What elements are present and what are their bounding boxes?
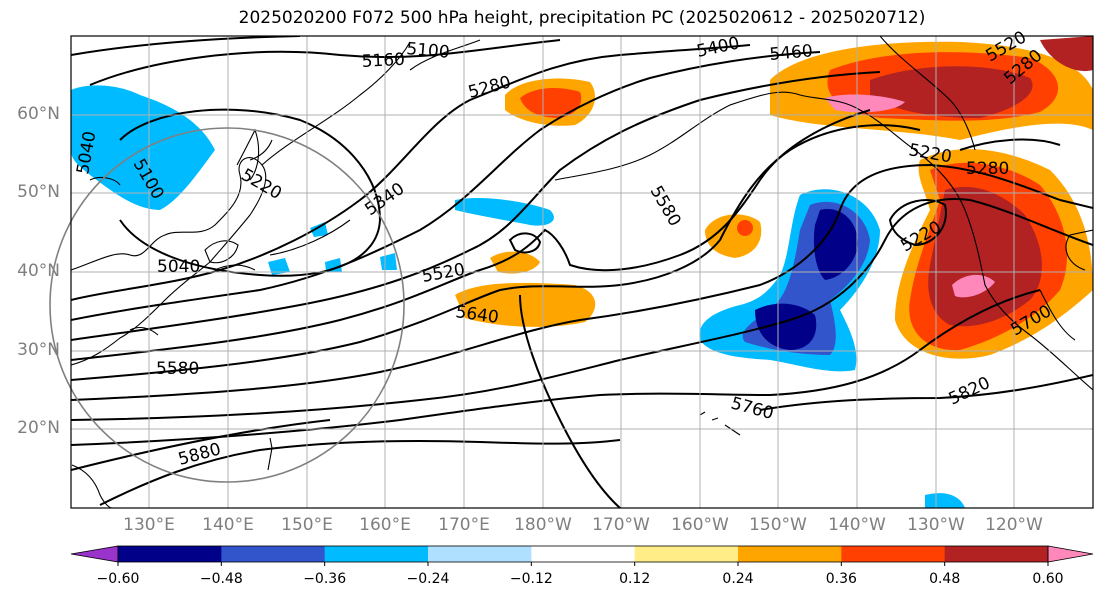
colorbar-cell (944, 546, 1049, 562)
latitude-label: 30°N (17, 340, 60, 360)
contour-label: 5460 (769, 41, 814, 65)
longitude-label: 170°E (438, 515, 490, 535)
longitude-label: 120°W (985, 515, 1043, 535)
contour-label: 5100 (406, 39, 451, 63)
colorbar-cell (531, 546, 636, 562)
colorbar-extension-high (1047, 545, 1094, 563)
height-contours (71, 36, 1093, 508)
longitude-label: 140°E (202, 515, 254, 535)
latitude-label: 60°N (17, 104, 60, 124)
longitude-label: 160°W (671, 515, 729, 535)
contour-label: 5580 (156, 359, 199, 379)
highlight-circle (49, 127, 405, 483)
contour-label: 5280 (966, 159, 1009, 179)
colorbar-extension-low (70, 545, 119, 563)
colorbar-tick-label: 0.48 (929, 571, 961, 587)
longitude-label: 150°E (281, 515, 333, 535)
chart-title: 2025020200 F072 500 hPa height, precipit… (238, 8, 926, 28)
precipitation-shading (71, 36, 1093, 508)
longitude-label: 140°W (828, 515, 886, 535)
colorbar-frame (117, 545, 1049, 563)
colorbar-tick-label: −0.12 (509, 571, 553, 587)
colorbar-cell (118, 546, 222, 562)
longitude-label: 150°W (749, 515, 807, 535)
latitude-label: 20°N (17, 418, 60, 438)
longitude-label: 130°E (123, 515, 175, 535)
colorbar-tick-label: −0.36 (303, 571, 347, 587)
colorbar-tick-label: 0.36 (825, 571, 857, 587)
longitude-label: 170°W (592, 515, 650, 535)
contour-label: 5040 (157, 257, 200, 277)
graticule (71, 36, 1093, 508)
latitude-label: 40°N (17, 261, 60, 281)
contour-label: 5160 (361, 50, 405, 72)
longitude-label: 130°W (907, 515, 965, 535)
colorbar-tick-label: 0.24 (722, 571, 754, 587)
colorbar-tick-label: −0.48 (199, 571, 243, 587)
colorbar-tick-label: 0.60 (1032, 571, 1064, 587)
colorbar-cell (324, 546, 429, 562)
colorbar-tick-label: 0.12 (619, 571, 651, 587)
colorbar-tick-label: −0.24 (406, 571, 450, 587)
colorbar-cell (221, 546, 326, 562)
longitude-label: 180°W (514, 515, 572, 535)
colorbar-cell (428, 546, 532, 562)
latitude-label: 50°N (17, 182, 60, 202)
colorbar-cell (841, 546, 946, 562)
colorbar-cell (738, 546, 842, 562)
colorbar-tick-label: −0.60 (96, 571, 140, 587)
colorbar-cell (634, 546, 739, 562)
map-frame (70, 35, 1094, 509)
longitude-label: 160°E (359, 515, 411, 535)
